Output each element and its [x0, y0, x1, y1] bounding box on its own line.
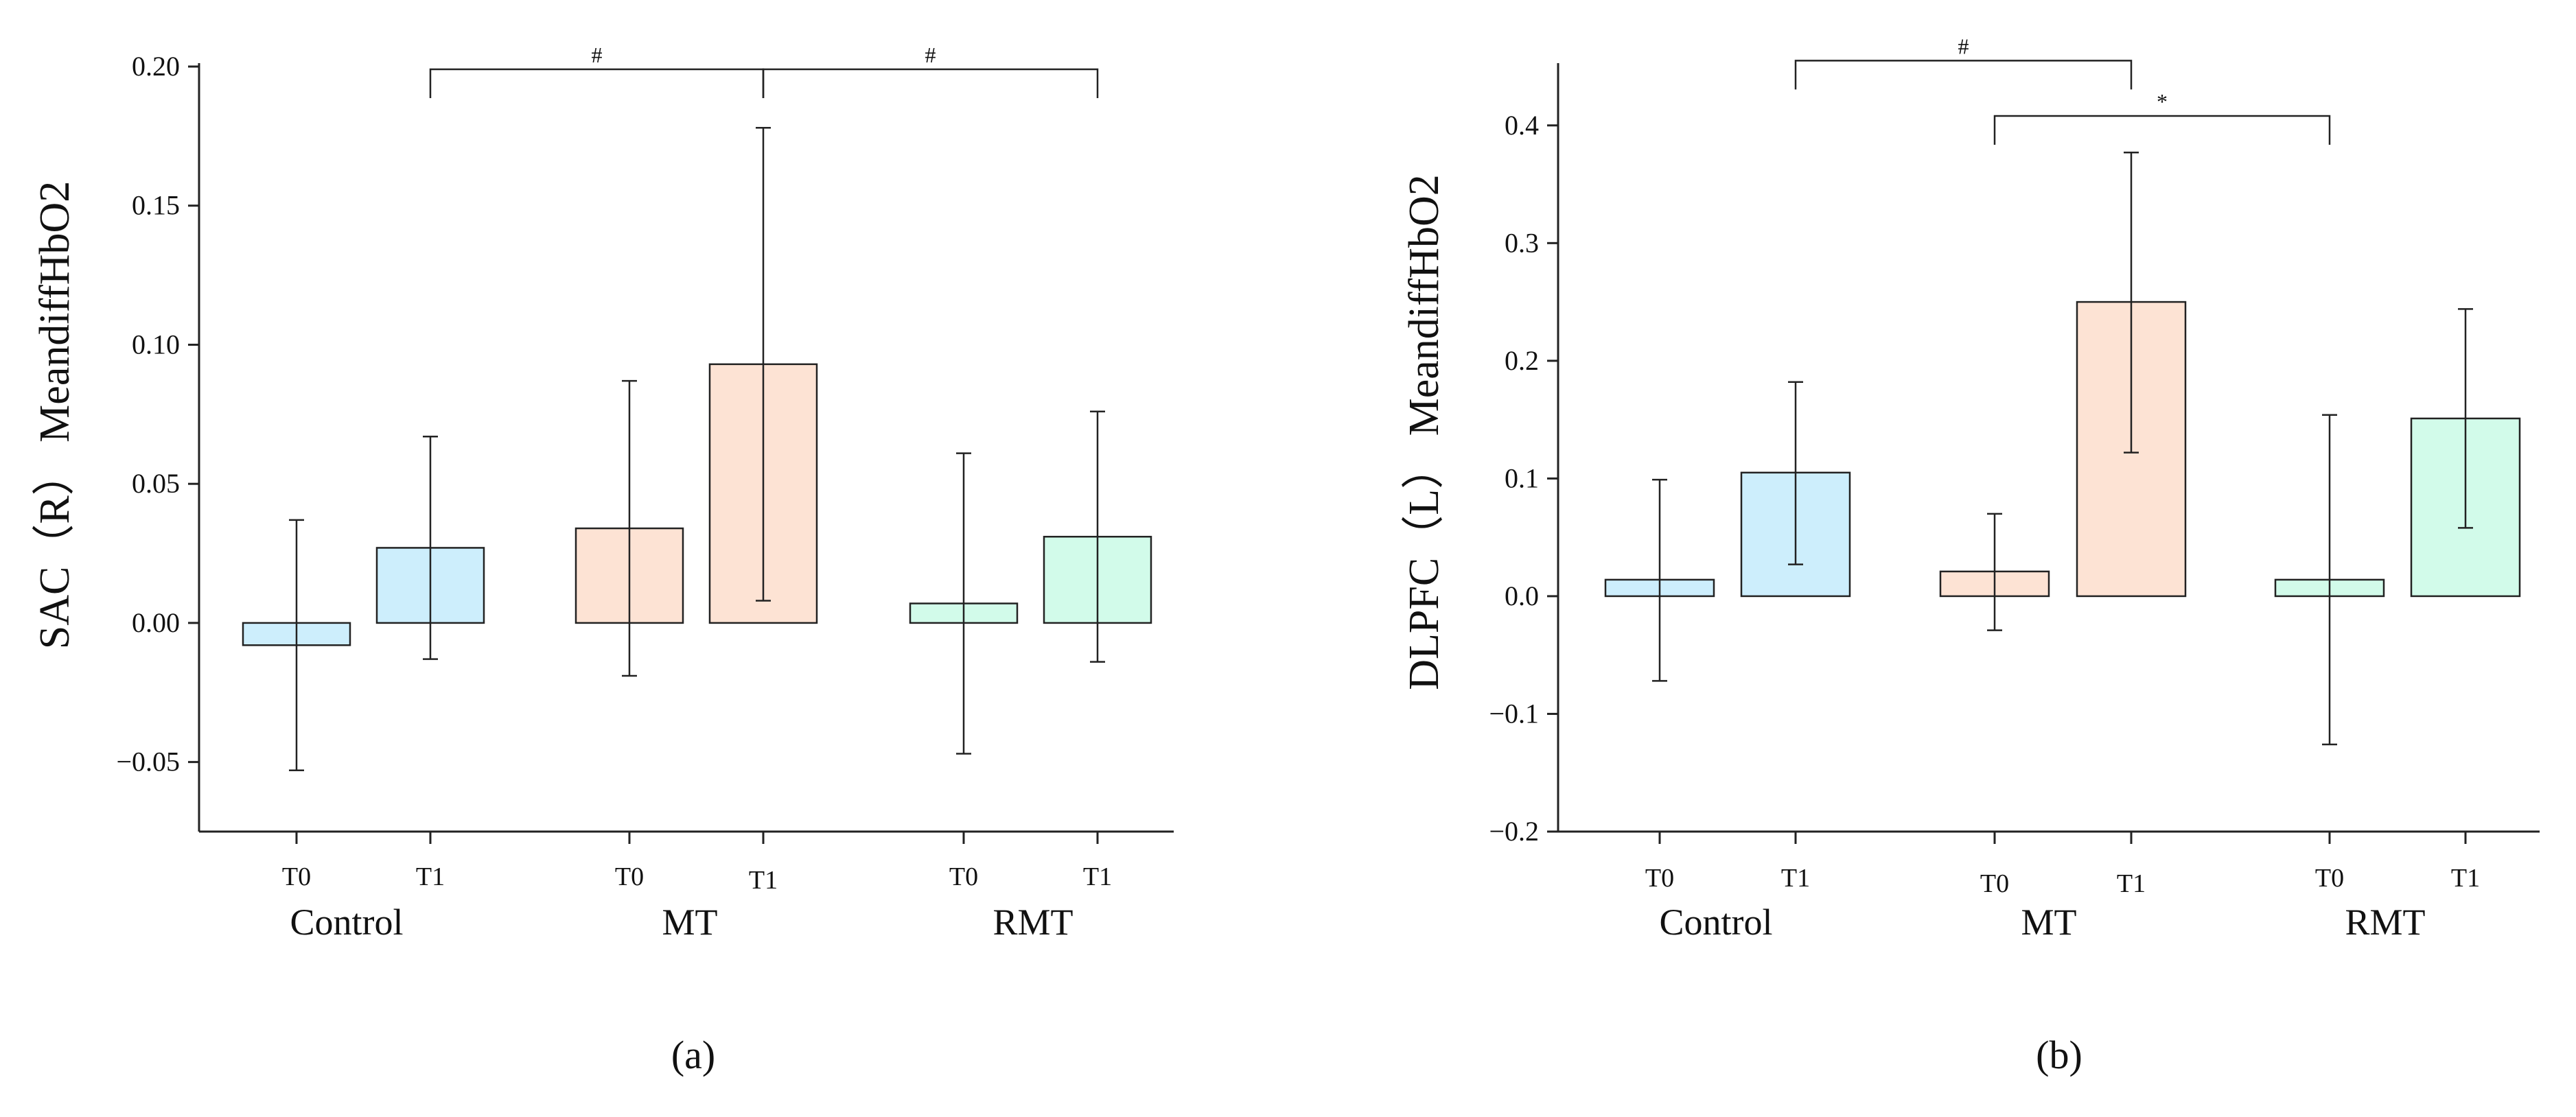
chart-b-bar-label: T0 [1980, 869, 2009, 898]
chart-a-significance-bracket [762, 68, 1099, 99]
chart-b-significance-label: # [1958, 34, 1969, 58]
chart-b-significance-bracket [1993, 115, 2331, 145]
chart-a-bar-label: T0 [615, 862, 644, 891]
chart-a-ytick-label: −0.05 [116, 746, 180, 777]
chart-b-ytick-label: 0.2 [1505, 345, 1539, 376]
chart-b-bar-label: T1 [1781, 864, 1810, 893]
chart-a-ytick-label: 0.00 [132, 607, 180, 638]
chart-b-bar-label: T0 [2315, 864, 2344, 893]
chart-a-bar-label: T1 [1083, 862, 1112, 891]
chart-b-ytick-label: 0.1 [1505, 462, 1539, 493]
chart-b-ytick-label: −0.1 [1489, 698, 1539, 729]
chart-a-bar-label: T1 [749, 866, 778, 895]
chart-a-bar-label: T1 [416, 862, 445, 891]
chart-a-group-label-rmt: RMT [993, 902, 1073, 943]
chart-b-significance-label: * [2157, 89, 2168, 114]
chart-b-ytick-label: 0.0 [1505, 580, 1539, 611]
chart-a-group-label-mt: MT [662, 902, 718, 943]
chart-a-group-label-control: Control [290, 902, 403, 943]
chart-a-significance-label: # [592, 43, 603, 67]
chart-b-ytick-label: 0.4 [1505, 110, 1539, 141]
chart-b-panel-label: (b) [2036, 1033, 2082, 1077]
chart-b-bar-label: T1 [2451, 864, 2480, 893]
chart-a-ytick-label: 0.05 [132, 468, 180, 499]
chart-panel-a: SAC（R） MeandiffHbO2 (a) −0.05 0.00 0.05 0.1… [32, 43, 1174, 1077]
chart-a-panel-label: (a) [671, 1033, 715, 1077]
chart-a-significance-label: # [925, 43, 936, 67]
chart-a-bar-label: T0 [282, 862, 311, 891]
chart-b-ytick-label: −0.2 [1489, 816, 1539, 847]
chart-b-group-label-rmt: RMT [2345, 902, 2425, 943]
chart-b-group-label-control: Control [1659, 902, 1772, 943]
chart-panel-b: DLPFC（L） MeandiffHbO2 (b) −0.2 −0.1 0.0 0.1… [1401, 34, 2540, 1077]
chart-b-ytick-label: 0.3 [1505, 227, 1539, 258]
chart-a-ytick-label: 0.20 [132, 51, 180, 82]
chart-b-ylabel: DLPFC（L） MeandiffHbO2 [1401, 174, 1448, 690]
chart-a-ytick-label: 0.10 [132, 329, 180, 360]
chart-a-bar-label: T0 [949, 862, 978, 891]
chart-b-group-label-mt: MT [2021, 902, 2077, 943]
chart-a-ylabel: SAC（R） MeandiffHbO2 [32, 181, 78, 650]
chart-b-bar-label: T1 [2117, 869, 2146, 898]
chart-b-significance-bracket [1794, 60, 2133, 90]
chart-b-bar-label: T0 [1645, 864, 1674, 893]
chart-a-ytick-label: 0.15 [132, 190, 180, 221]
